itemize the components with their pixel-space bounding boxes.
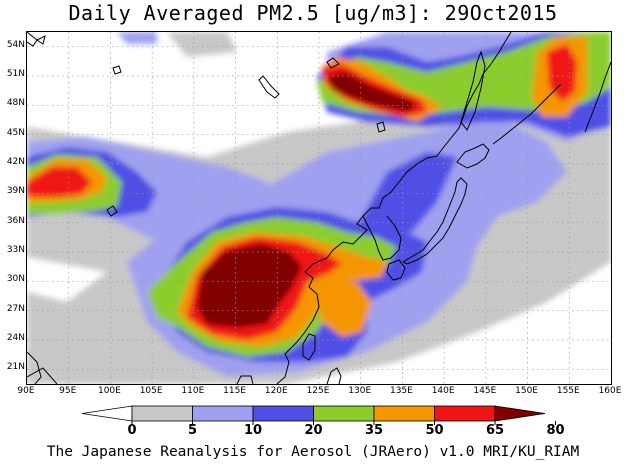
luzon-coastline [326, 367, 342, 384]
pm25-concentration-field [27, 32, 611, 384]
colorbar-cell [192, 405, 254, 422]
honshu-coastline [401, 177, 468, 265]
lon-tick-label: 120E [264, 386, 288, 396]
lat-tick-label: 51N [6, 69, 25, 79]
lon-tick-label: 130E [348, 386, 372, 396]
lon-tick-label: 100E [97, 386, 121, 396]
lat-tick-label: 27N [6, 303, 25, 314]
colorbar-cell [434, 405, 496, 422]
lake-small-5 [326, 57, 340, 69]
hokkaido-coastline [456, 143, 490, 169]
coastlines [27, 32, 611, 384]
kuril-islands [492, 83, 562, 145]
colorbar-cell [131, 405, 193, 422]
lon-tick-label: 160E [598, 386, 622, 396]
lon-tick-label: 105E [139, 386, 163, 396]
lon-tick-label: 90E [17, 386, 35, 396]
colorbar-high-arrow [494, 405, 546, 422]
colorbar-tick-label: 5 [187, 423, 198, 438]
colorbar-tick-label: 20 [304, 423, 323, 438]
lat-tick-label: 33N [6, 245, 25, 255]
colorbar-tick-label: 65 [485, 423, 505, 438]
pm25-map [27, 32, 611, 384]
mainland-coastline [276, 32, 512, 384]
lat-tick-label: 42N [6, 157, 25, 167]
colorbar-cell [313, 405, 375, 422]
level-20-35-east-arm [357, 152, 457, 232]
lon-tick-label: 110E [181, 386, 205, 396]
credit-text: The Japanese Reanalysis for Aerosol (JRA… [46, 444, 580, 460]
lon-tick-label: 150E [515, 386, 538, 396]
lon-tick-label: 145E [473, 386, 497, 396]
level-5-10-north [167, 32, 237, 57]
lon-tick-label: 115E [223, 386, 246, 396]
lake-small-1 [112, 65, 122, 75]
level-80-plus-north [327, 72, 415, 112]
lat-tick-label: 30N [6, 274, 25, 285]
colorbar-tick-label: 80 [546, 423, 565, 438]
lake-baikal [258, 75, 280, 99]
lat-tick-label: 24N [6, 333, 25, 343]
lon-tick-label: 135E [389, 386, 413, 396]
lake-small-6 [376, 121, 386, 133]
colorbar-cell [252, 405, 314, 422]
lon-tick-label: 140E [431, 386, 455, 396]
colorbar [81, 405, 556, 425]
lat-tick-label: 39N [6, 186, 25, 197]
colorbar-tick-label: 10 [243, 423, 263, 438]
coast-west-bits [27, 351, 42, 384]
lat-tick-label: 48N [6, 98, 25, 109]
level-10-20-northwest [117, 32, 157, 44]
sakhalin-coastline [460, 50, 486, 131]
kyushu-coastline [386, 259, 406, 281]
level-80-plus-central [197, 244, 302, 328]
lat-tick-label: 21N [6, 362, 25, 373]
lake-small-2 [106, 205, 118, 217]
lake-small-3 [27, 32, 38, 47]
korea-coastline [362, 215, 402, 261]
lon-tick-label: 95E [59, 386, 77, 396]
lat-tick-label: 54N [6, 39, 25, 50]
kamchatka-coastline [584, 61, 611, 133]
colorbar-low-arrow [81, 405, 133, 422]
lat-tick-label: 36N [6, 215, 25, 226]
map-title: Daily Averaged PM2.5 [ug/m3]: 29Oct2015 [68, 1, 558, 25]
map-frame [26, 31, 612, 385]
taiwan-coastline [302, 333, 316, 361]
colorbar-cell [373, 405, 435, 422]
coast-west-bits-2 [27, 367, 58, 384]
lon-tick-label: 125E [306, 386, 330, 396]
hainan-coastline [236, 375, 254, 384]
level-65-80-west [27, 167, 92, 197]
colorbar-tick-label: 50 [425, 423, 444, 438]
colorbar-tick-label: 35 [364, 423, 384, 438]
lon-tick-label: 155E [556, 386, 580, 396]
colorbar-tick-label: 0 [127, 423, 137, 438]
level-50-65-east [317, 282, 372, 337]
lat-tick-label: 45N [6, 127, 25, 138]
lake-small-4 [36, 35, 46, 45]
